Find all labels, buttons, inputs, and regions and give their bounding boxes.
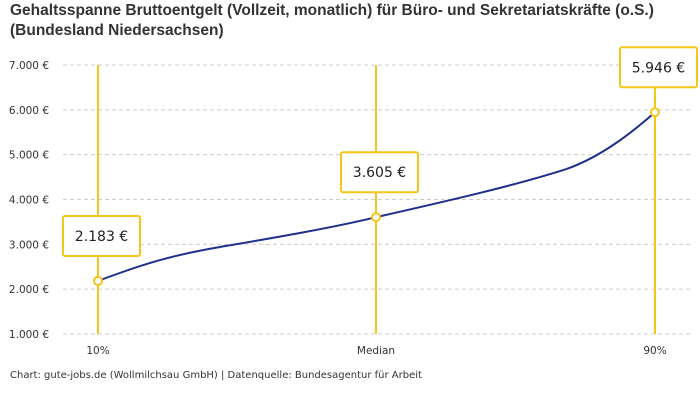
y-tick-label: 4.000 € [9,195,49,207]
data-label-box [62,214,141,257]
x-tick-label: 10% [86,345,109,357]
y-tick-label: 3.000 € [9,239,49,251]
data-point [371,212,381,223]
chart-title: Gehaltsspanne Bruttoentgelt (Vollzeit, m… [10,2,654,39]
data-label: 5.946 € [632,60,685,76]
data-label-box [340,151,419,194]
x-tick-label: 90% [643,345,666,357]
data-label-box [619,46,698,89]
y-tick-label: 2.000 € [9,284,49,296]
data-point [93,275,103,286]
data-point [650,107,660,118]
y-tick-label: 1.000 € [9,329,49,341]
data-label: 2.183 € [75,229,128,245]
y-tick-label: 6.000 € [9,105,49,117]
y-tick-label: 7.000 € [9,60,49,72]
chart-credit: Chart: gute-jobs.de (Wollmilchsau GmbH) … [10,370,422,381]
x-tick-label: Median [357,345,395,357]
y-tick-label: 5.000 € [9,150,49,162]
data-label: 3.605 € [353,165,406,181]
